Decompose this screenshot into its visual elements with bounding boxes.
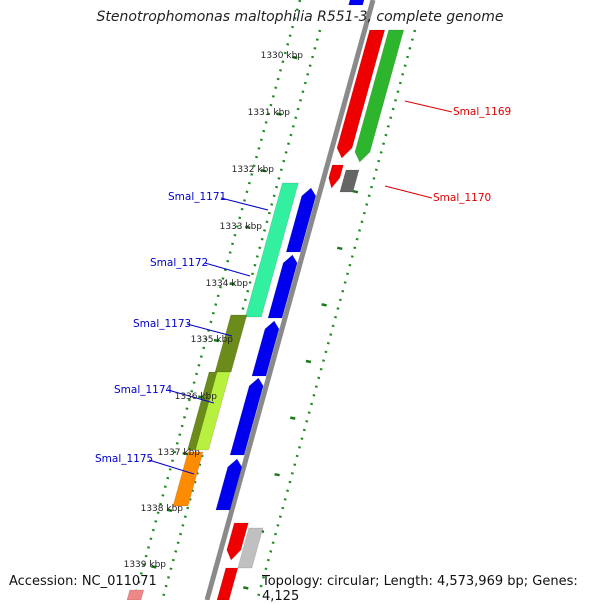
gene-feature-smal-1169 [354,29,405,163]
ruler-tick [337,246,343,251]
gene-label-smal-1171[interactable]: Smal_1171 [168,191,226,203]
gene-label-smal-1172[interactable]: Smal_1172 [150,257,208,269]
gene-feature [226,522,249,561]
ruler-label: 1332 kbp [232,165,275,175]
gene-feature-smal-1175 [215,458,243,511]
gene-label-smal-1169[interactable]: Smal_1169 [453,106,511,118]
ruler-tick [291,55,298,60]
map-title: Stenotrophomonas maltophilia R551-3, com… [96,9,504,25]
ruler-label: 1339 kbp [124,560,167,570]
gene-feature [126,589,145,600]
ruler-label: 1333 kbp [220,222,263,232]
ruler-label: 1330 kbp [261,51,304,61]
leader-smal-1172 [204,262,251,277]
gene-feature-smal-1170 [339,169,360,193]
ruler-label: 1335 kbp [191,335,234,345]
ruler-tick [213,338,220,343]
accession-text: Accession: NC_011071 [9,574,157,589]
gene-feature-smal-1171 [244,182,299,318]
ruler-label: 1336 kbp [175,392,218,402]
ruler-tick [260,168,267,173]
leader-smal-1169 [404,100,453,113]
gene-feature-smal-1171 [285,187,317,253]
gene-feature-smal-1174 [187,371,218,451]
ruler-tick [245,225,251,230]
ruler-label: 1334 kbp [206,279,249,289]
gene-feature [216,567,239,600]
gene-feature [237,527,264,569]
ruler-tick [352,189,359,194]
gene-feature-smal-1173 [251,320,280,377]
leader-smal-1173 [186,323,233,337]
genome-backbone [204,0,376,600]
ruler-label: 1338 kbp [141,504,184,514]
ruler-tick [305,359,312,364]
ruler-tick [166,508,173,513]
gene-feature-smal-1173 [214,314,248,373]
gene-features [126,0,405,600]
gene-label-smal-1175[interactable]: Smal_1175 [95,453,153,465]
gene-feature [348,0,365,6]
gene-feature-smal-1175 [172,451,204,507]
ruler-tick [321,303,327,307]
gene-feature-smal-1174 [229,377,264,456]
leader-smal-1170 [384,185,433,199]
ruler-label: 1337 kbp [158,448,201,458]
gene-label-smal-1174[interactable]: Smal_1174 [114,384,173,396]
ruler-tick [276,112,282,116]
gene-feature-smal-1169 [336,29,386,159]
leader-smal-1175 [148,459,195,475]
gene-label-smal-1170[interactable]: Smal_1170 [433,192,491,204]
ruler-label: 1331 kbp [248,108,291,118]
ruler-tick [182,451,188,456]
ruler-tick [290,416,296,420]
ruler-tick [243,586,249,590]
ruler-tick [229,282,235,286]
leader-smal-1171 [220,197,269,211]
ruler-tick [151,565,157,569]
gene-label-smal-1173[interactable]: Smal_1173 [133,318,191,330]
gene-feature-smal-1172 [267,254,298,319]
gene-label-leaders [148,100,453,475]
leader-smal-1174 [167,389,215,404]
gene-feature-smal-1170 [328,164,344,189]
ruler-tick [274,472,280,477]
